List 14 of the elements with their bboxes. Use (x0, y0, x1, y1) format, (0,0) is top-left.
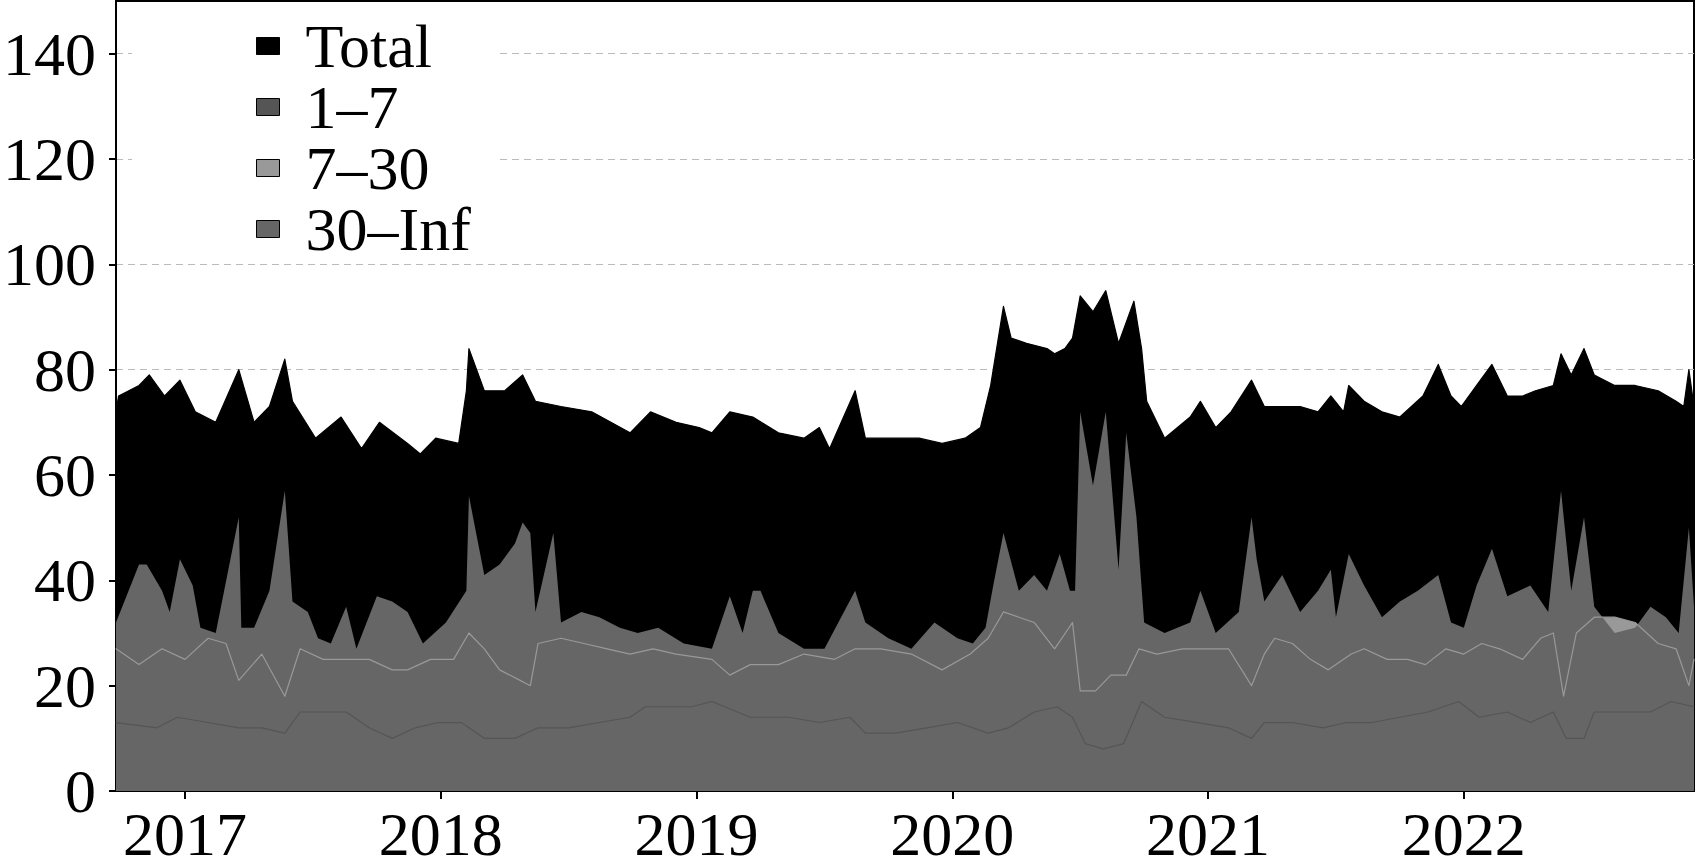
x-tick-label: 2017 (123, 800, 248, 865)
x-tick-label: 2018 (378, 800, 503, 865)
x-tick-label: 2020 (890, 800, 1015, 865)
x-tick-label: 2022 (1401, 800, 1526, 865)
x-tick-label: 2021 (1146, 800, 1271, 865)
y-tick-label: 0 (65, 757, 96, 825)
y-tick-label: 100 (3, 230, 96, 299)
y-tick-label: 60 (34, 441, 96, 509)
y-tick-label: 20 (34, 651, 96, 720)
x-tick-label: 2019 (634, 800, 759, 865)
y-tick-label: 120 (3, 125, 96, 193)
y-tick-label: 80 (34, 335, 96, 404)
y-tick-label: 140 (3, 19, 96, 88)
y-tick-label: 40 (34, 546, 96, 615)
